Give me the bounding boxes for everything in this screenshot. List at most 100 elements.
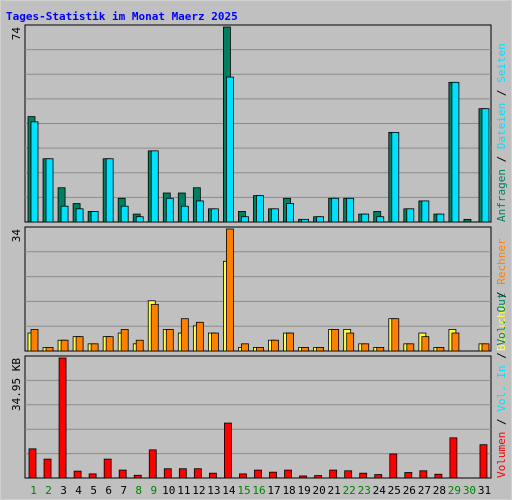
x-tick-label-day-8: 8 — [135, 484, 142, 497]
bar-rechner-day-18 — [286, 332, 294, 352]
bar-rechner-day-21 — [331, 329, 340, 352]
bar-volumen-day-29 — [449, 437, 458, 479]
bar-dateien-day-14 — [226, 76, 234, 223]
legend-item-volin: Vol. In — [495, 365, 508, 411]
bar-volumen-day-3 — [58, 357, 67, 479]
bar-dateien-day-5 — [90, 211, 99, 223]
bar-volumen-day-18 — [284, 469, 292, 479]
bar-rechner-day-29 — [451, 332, 460, 352]
bar-rechner-day-9 — [150, 303, 159, 352]
bar-rechner-day-26 — [406, 343, 415, 352]
bar-dateien-day-17 — [271, 208, 279, 223]
x-tick-label-day-23: 23 — [358, 484, 371, 497]
bar-dateien-day-19 — [301, 218, 309, 223]
bar-volumen-day-1 — [28, 448, 37, 479]
bar-dateien-day-4 — [75, 208, 84, 223]
panel-3-ymax-label: 34.95 KB — [10, 358, 23, 411]
bar-volumen-day-19 — [299, 475, 307, 479]
x-tick-label-day-4: 4 — [75, 484, 82, 497]
x-tick-label-day-24: 24 — [373, 484, 387, 497]
bar-volumen-day-21 — [329, 469, 338, 479]
bar-dateien-day-1 — [30, 121, 39, 223]
legend-item-besuche: Besuche — [495, 305, 508, 351]
bar-dateien-day-28 — [436, 213, 445, 223]
bar-rechner-day-23 — [361, 343, 370, 352]
panel-2-legend: Besuche / Rechner — [495, 238, 508, 351]
bar-dateien-day-21 — [331, 197, 340, 223]
bar-rechner-day-19 — [301, 347, 309, 352]
bar-rechner-day-13 — [210, 332, 219, 352]
x-tick-label-day-6: 6 — [105, 484, 112, 497]
bar-dateien-day-18 — [286, 203, 294, 223]
bar-rechner-day-22 — [346, 332, 355, 352]
bar-rechner-day-7 — [120, 329, 129, 352]
x-tick-label-day-2: 2 — [45, 484, 52, 497]
bar-rechner-day-11 — [180, 318, 189, 352]
x-tick-label-day-29: 29 — [448, 484, 461, 497]
bar-rechner-day-14 — [226, 228, 234, 352]
bar-dateien-day-23 — [361, 213, 370, 223]
legend-separator: / — [495, 149, 508, 169]
legend-item-volout: Vol. Out — [495, 293, 508, 346]
bar-volumen-day-17 — [269, 471, 277, 479]
bar-dateien-day-20 — [316, 216, 325, 223]
bar-rechner-day-24 — [376, 347, 385, 352]
bar-dateien-day-16 — [256, 195, 264, 223]
bar-rechner-day-8 — [135, 339, 144, 352]
x-tick-label-day-3: 3 — [60, 484, 67, 497]
x-tick-label-day-11: 11 — [177, 484, 190, 497]
bar-dateien-day-3 — [60, 205, 69, 223]
bar-rechner-day-16 — [256, 347, 264, 352]
bar-dateien-day-24 — [376, 216, 385, 223]
x-tick-label-day-14: 14 — [222, 484, 236, 497]
x-tick-label-day-26: 26 — [403, 484, 416, 497]
bar-volumen-day-12 — [193, 468, 202, 479]
bar-volumen-day-9 — [148, 449, 157, 479]
bar-volumen-day-4 — [73, 470, 82, 479]
x-tick-label-day-15: 15 — [237, 484, 250, 497]
bar-volumen-day-24 — [374, 474, 383, 479]
bar-volumen-day-16 — [254, 469, 262, 479]
bar-dateien-day-12 — [195, 200, 204, 223]
x-tick-label-day-10: 10 — [162, 484, 175, 497]
x-tick-label-day-12: 12 — [192, 484, 205, 497]
legend-separator: / — [495, 346, 508, 366]
bar-rechner-day-12 — [195, 321, 204, 352]
bar-rechner-day-5 — [90, 343, 99, 352]
bar-rechner-day-25 — [391, 318, 400, 352]
bar-volumen-day-11 — [178, 468, 187, 479]
x-tick-label-day-5: 5 — [90, 484, 97, 497]
x-tick-label-day-27: 27 — [418, 484, 431, 497]
x-tick-label-day-18: 18 — [282, 484, 295, 497]
bar-volumen-day-31 — [479, 444, 488, 479]
x-tick-label-day-28: 28 — [433, 484, 446, 497]
x-tick-label-day-19: 19 — [297, 484, 310, 497]
bar-anfragen-day-30 — [463, 218, 472, 223]
bar-volumen-day-13 — [208, 472, 217, 479]
bar-volumen-day-10 — [163, 468, 172, 479]
chart-title: Tages-Statistik im Monat Maerz 2025 — [6, 10, 238, 23]
panel-1-ymax-label: 74 — [10, 27, 23, 41]
bar-dateien-day-10 — [165, 197, 174, 223]
bar-rechner-day-20 — [316, 347, 325, 352]
panel-2-frame — [24, 226, 492, 352]
panel-3-frame — [24, 355, 492, 479]
legend-item-seiten: Seiten — [495, 43, 508, 83]
legend-separator: / — [495, 285, 508, 305]
bar-rechner-day-1 — [30, 329, 39, 352]
panel-3-legend: Volumen / Vol. In / Vol. Out — [495, 293, 508, 478]
bar-rechner-day-31 — [481, 343, 490, 352]
bar-volumen-day-22 — [344, 470, 353, 479]
bar-rechner-day-6 — [105, 336, 114, 352]
x-tick-label-day-21: 21 — [328, 484, 341, 497]
bar-rechner-day-2 — [45, 347, 54, 352]
bar-dateien-day-26 — [406, 208, 415, 223]
bar-dateien-day-9 — [150, 150, 159, 223]
bar-dateien-day-13 — [210, 208, 219, 223]
x-tick-label-day-31: 31 — [478, 484, 491, 497]
bar-dateien-day-22 — [346, 197, 355, 223]
bar-dateien-day-2 — [45, 158, 54, 223]
bar-volumen-day-28 — [434, 473, 443, 479]
panel-1-legend: Anfragen / Dateien / Seiten — [495, 43, 508, 222]
